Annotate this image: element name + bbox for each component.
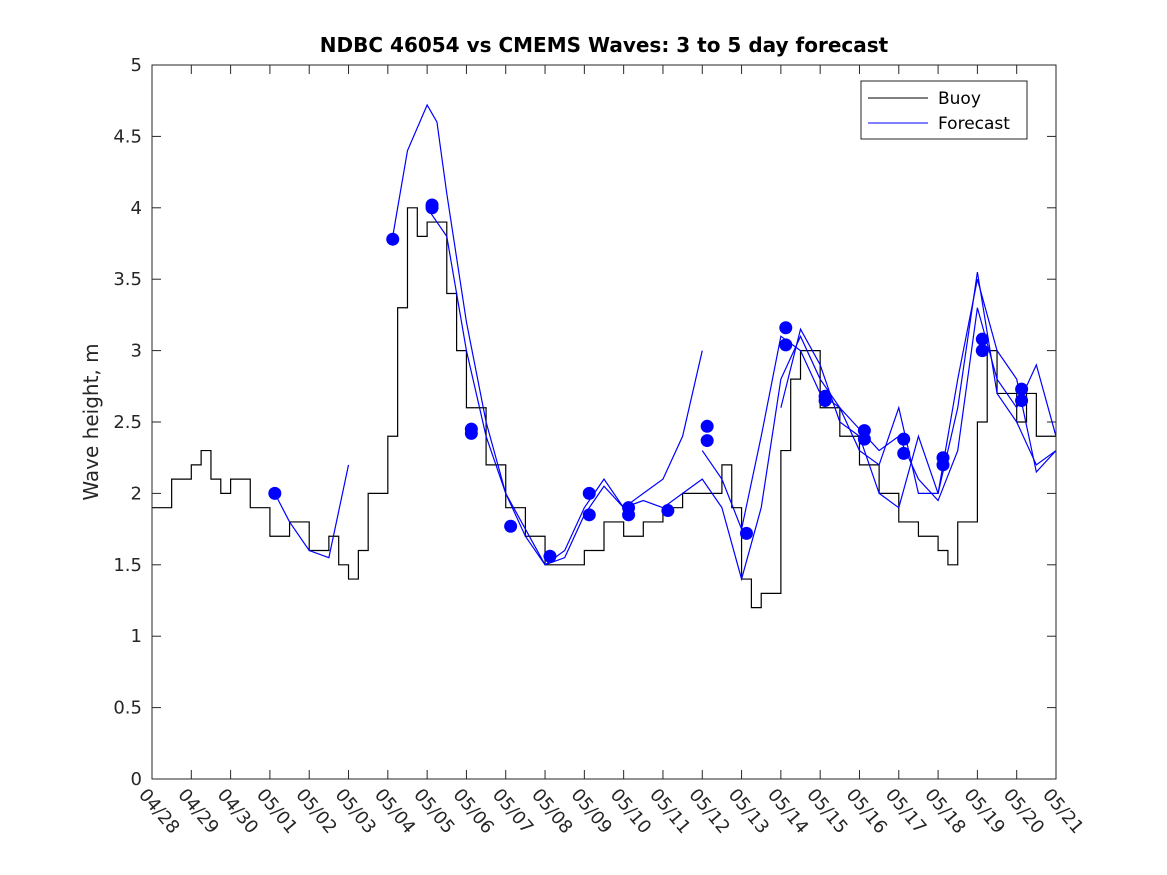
series-line-forecast-run xyxy=(780,279,1057,509)
forecast-marker xyxy=(582,508,596,522)
forecast-marker xyxy=(897,432,911,446)
series-layer xyxy=(152,103,1057,609)
forecast-marker xyxy=(936,458,950,472)
series-line-forecast-run xyxy=(426,207,703,566)
forecast-marker xyxy=(1015,394,1029,408)
forecast-marker xyxy=(857,432,871,446)
axes-box xyxy=(151,64,1057,780)
y-tick-label: 0 xyxy=(131,769,142,790)
y-tick-label: 0.5 xyxy=(113,698,142,719)
legend-box xyxy=(860,80,1028,140)
forecast-marker xyxy=(582,486,596,500)
y-tick-labels: 0 0.5 1 1.5 2 2.5 3 3.5 4 4.5 5 xyxy=(113,55,142,790)
forecast-marker xyxy=(1015,382,1029,396)
y-axis-label: Wave height, m xyxy=(79,343,103,500)
y-tick-label: 4.5 xyxy=(113,126,142,147)
chart-title: NDBC 46054 vs CMEMS Waves: 3 to 5 day fo… xyxy=(320,33,889,57)
forecast-marker xyxy=(700,419,714,433)
legend-label-buoy: Buoy xyxy=(938,89,981,109)
forecast-marker xyxy=(779,338,793,352)
y-tick-label: 1 xyxy=(131,626,142,647)
forecast-marker xyxy=(661,504,675,518)
series-line-buoy xyxy=(152,207,1056,609)
forecast-marker xyxy=(504,519,518,533)
y-tick-label: 5 xyxy=(131,55,142,76)
y-tick-label: 1.5 xyxy=(113,555,142,576)
forecast-marker xyxy=(975,344,989,358)
series-line-forecast-run xyxy=(392,103,1057,582)
series-line-forecast-run xyxy=(274,464,350,559)
forecast-marker xyxy=(386,232,400,246)
forecast-marker xyxy=(975,332,989,346)
y-tick-label: 2 xyxy=(131,483,142,504)
axis-ticks xyxy=(151,64,1057,780)
y-tick-label: 3 xyxy=(131,341,142,362)
forecast-marker xyxy=(543,549,557,563)
forecast-marker xyxy=(818,394,832,408)
legend: Buoy Forecast xyxy=(860,80,1028,140)
y-tick-label: 4 xyxy=(131,198,142,219)
forecast-marker xyxy=(268,486,282,500)
forecast-markers xyxy=(268,198,1029,563)
forecast-marker xyxy=(779,321,793,335)
forecast-marker xyxy=(700,434,714,448)
y-tick-label: 2.5 xyxy=(113,412,142,433)
forecast-marker xyxy=(425,198,439,212)
forecast-marker xyxy=(739,526,753,540)
forecast-marker xyxy=(464,426,478,440)
forecast-marker xyxy=(622,508,636,522)
y-tick-label: 3.5 xyxy=(113,269,142,290)
plot-area xyxy=(152,65,1056,779)
forecast-marker xyxy=(897,446,911,460)
legend-label-forecast: Forecast xyxy=(938,114,1010,134)
series-line-forecast-run xyxy=(701,271,1057,532)
